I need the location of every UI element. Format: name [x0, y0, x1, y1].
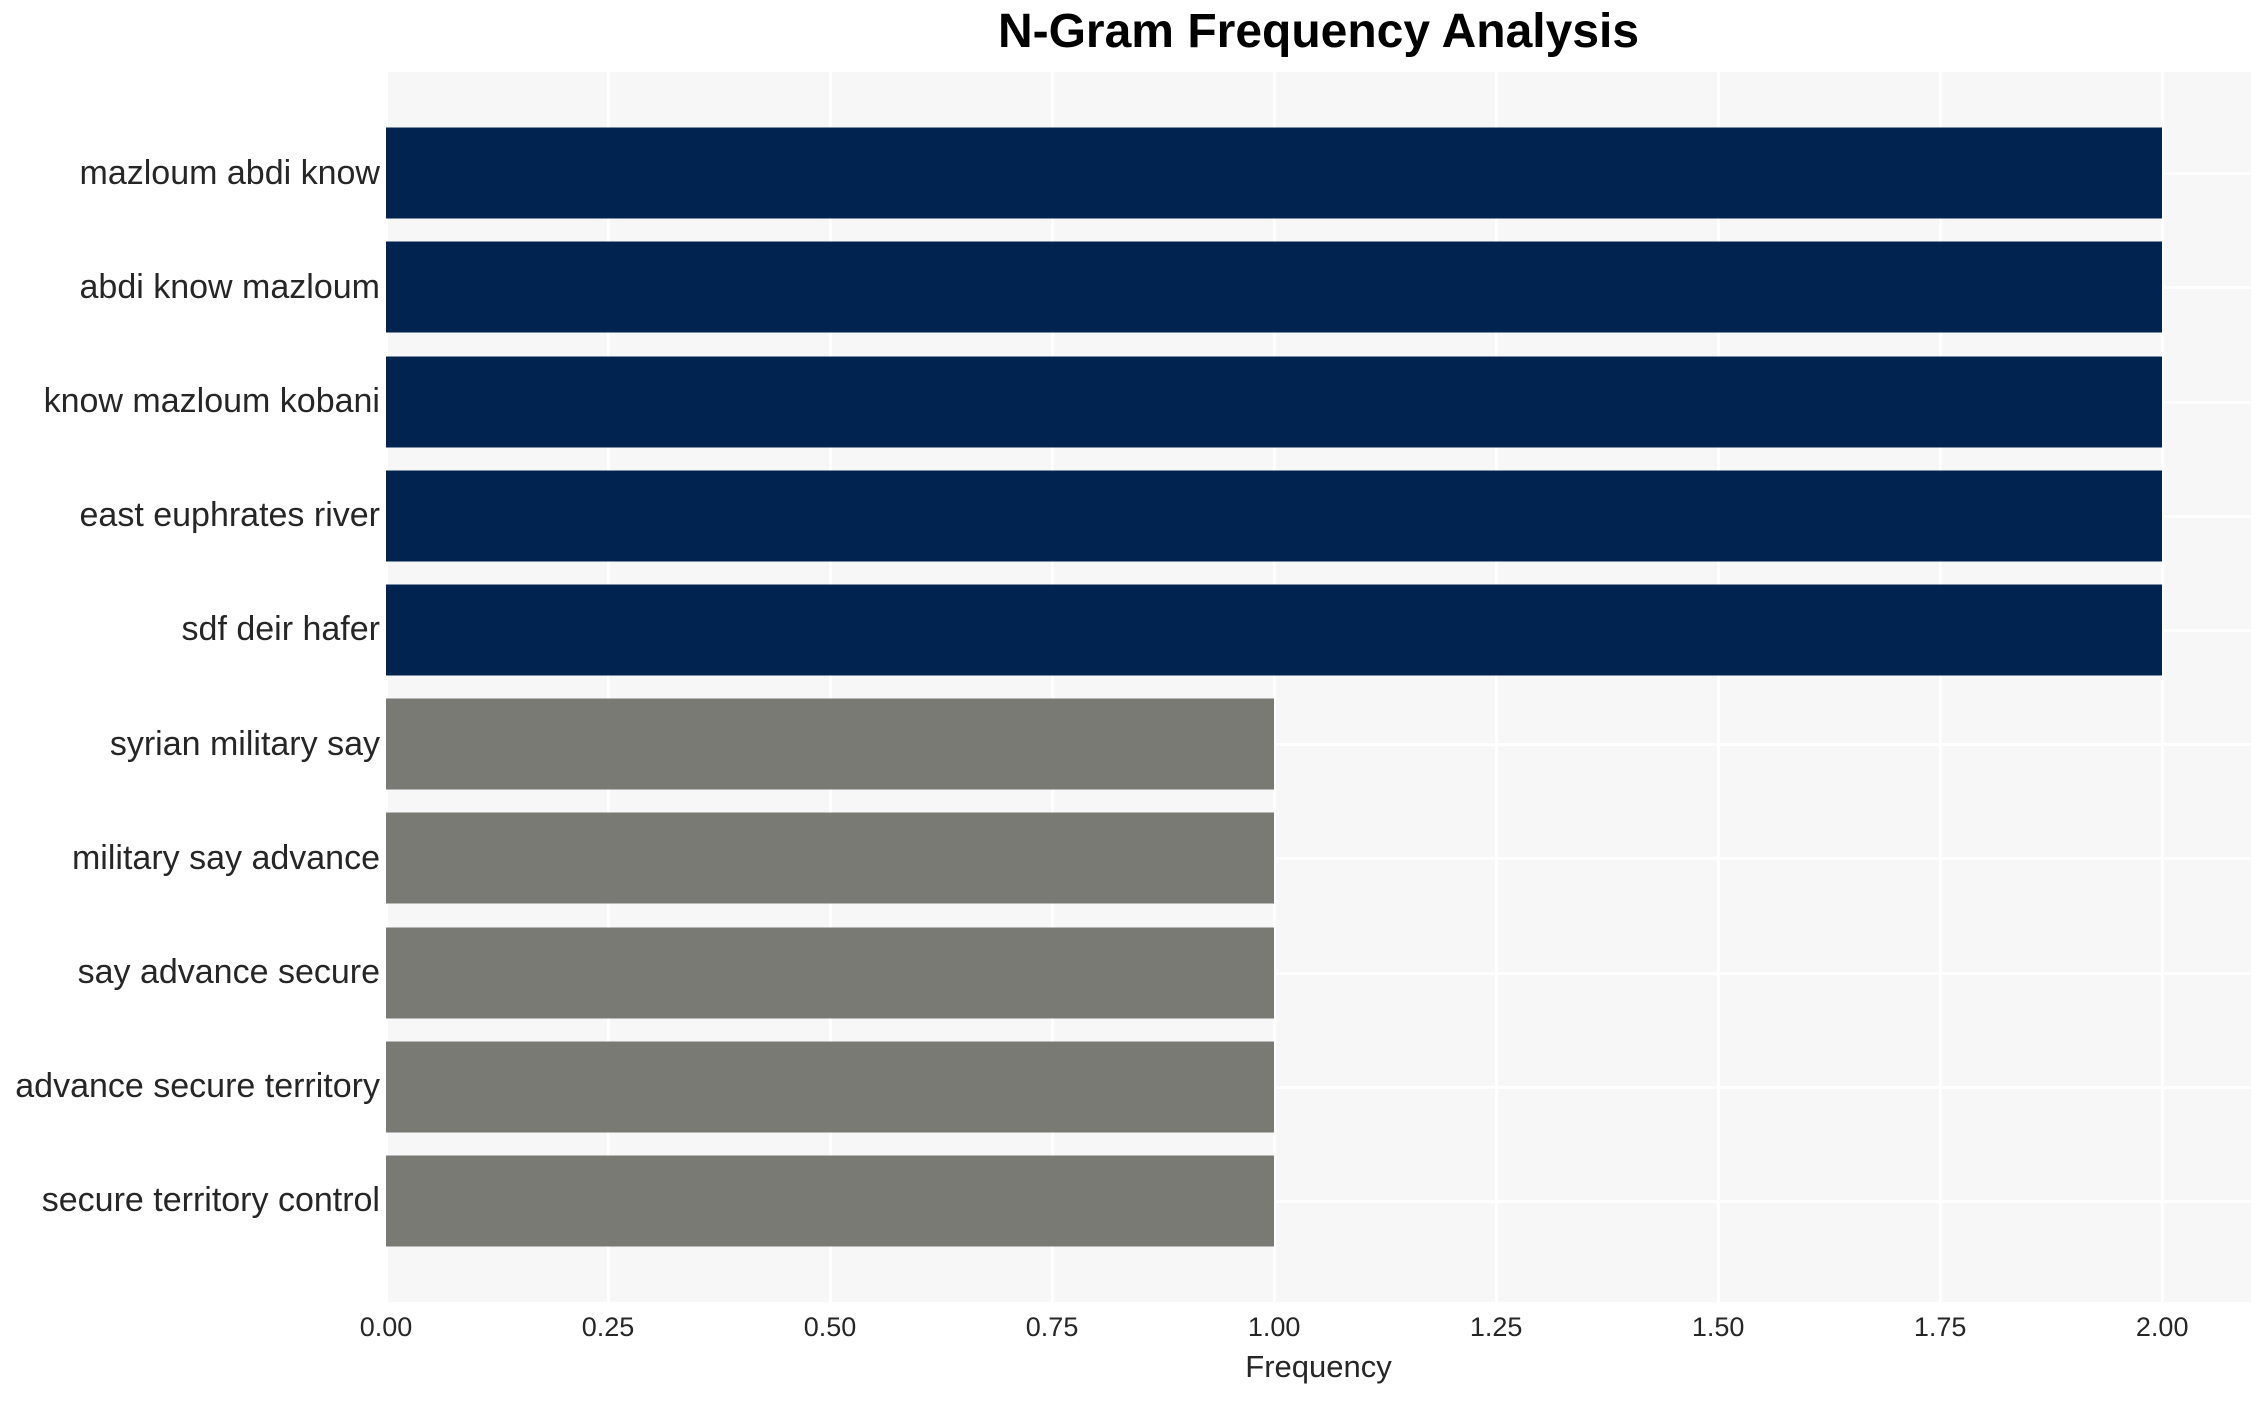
vertical-gridline	[385, 72, 388, 1302]
x-axis-label: Frequency	[1245, 1349, 1392, 1384]
bar-row	[386, 801, 2251, 915]
vertical-gridline	[1717, 72, 1721, 1302]
bar-row	[386, 1030, 2251, 1144]
bar-rows	[386, 72, 2251, 1302]
frequency-bar	[386, 1041, 1275, 1133]
plot-area	[385, 72, 2251, 1302]
x-axis-ticks: 0.00 0.25 0.50 0.75 1.00 1.25 1.50 1.75 2.00	[0, 1312, 2267, 1352]
chart-title: N-Gram Frequency Analysis	[997, 5, 1640, 58]
frequency-bar	[386, 470, 2163, 562]
frequency-bar	[386, 241, 2163, 333]
y-axis-category-label: sdf deir hafer	[181, 610, 380, 649]
vertical-gridline	[829, 72, 833, 1302]
frequency-bar	[386, 127, 2163, 219]
x-axis-tick-label: 1.50	[1691, 1312, 1745, 1342]
frequency-bar	[386, 698, 1275, 790]
bar-row	[386, 687, 2251, 801]
horizontal-gridline	[386, 971, 2251, 975]
x-axis-tick-label: 0.25	[581, 1312, 635, 1342]
horizontal-gridline	[386, 1199, 2251, 1203]
y-axis-category-label: secure territory control	[41, 1181, 380, 1220]
horizontal-gridline	[386, 743, 2251, 747]
bar-row	[386, 573, 2251, 687]
horizontal-gridline	[386, 1085, 2251, 1089]
vertical-gridline	[1495, 72, 1499, 1302]
vertical-gridline	[1051, 72, 1055, 1302]
bar-row	[386, 915, 2251, 1029]
x-axis-tick-label: 0.50	[803, 1312, 857, 1342]
bar-row	[386, 459, 2251, 573]
x-axis-tick-label: 1.25	[1469, 1312, 1523, 1342]
y-axis-category-label: advance secure territory	[15, 1067, 380, 1106]
frequency-bar	[386, 812, 1275, 904]
y-axis-category-label: military say advance	[71, 838, 380, 877]
bar-row	[386, 344, 2251, 458]
frequency-bar	[386, 1155, 1275, 1247]
frequency-bar	[386, 356, 2163, 447]
bar-row	[386, 230, 2251, 344]
y-axis-category-label: abdi know mazloum	[79, 267, 380, 306]
y-axis-labels: mazloum abdi know abdi know mazloum know m…	[0, 72, 380, 1302]
frequency-bar	[386, 927, 1275, 1019]
y-axis-category-label: say advance secure	[77, 953, 380, 992]
x-axis-tick-label: 0.75	[1025, 1312, 1079, 1342]
x-axis-tick-label: 0.00	[359, 1312, 413, 1342]
y-axis-category-label: mazloum abdi know	[79, 153, 380, 192]
x-axis-tick-label: 1.75	[1913, 1312, 1967, 1342]
y-axis-category-label: syrian military say	[109, 724, 380, 763]
vertical-gridline	[607, 72, 611, 1302]
frequency-bar	[386, 584, 2163, 676]
vertical-gridline	[2161, 72, 2165, 1302]
vertical-gridline	[1273, 72, 1277, 1302]
x-axis-tick-label: 1.00	[1247, 1312, 1301, 1342]
y-axis-category-label: know mazloum kobani	[43, 382, 380, 420]
vertical-gridline	[1939, 72, 1943, 1302]
vertical-gridlines	[385, 72, 2251, 1302]
horizontal-gridline	[386, 857, 2251, 861]
x-axis-tick-label: 2.00	[2135, 1312, 2189, 1342]
bar-row	[386, 116, 2251, 230]
bar-row	[386, 1144, 2251, 1258]
y-axis-category-label: east euphrates river	[79, 496, 381, 535]
